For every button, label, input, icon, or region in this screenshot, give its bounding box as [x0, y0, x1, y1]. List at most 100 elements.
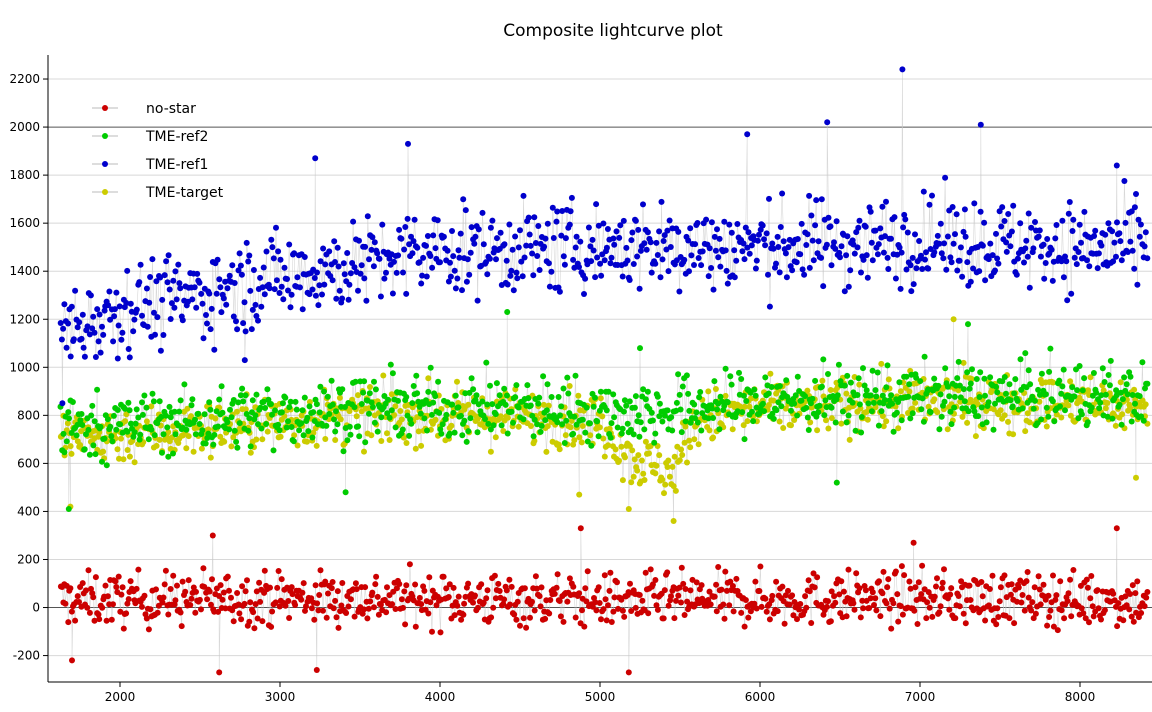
data-point	[414, 390, 421, 397]
data-point	[317, 258, 324, 265]
data-point	[804, 231, 811, 238]
data-point	[553, 584, 560, 591]
data-point	[496, 588, 503, 594]
data-point	[228, 414, 235, 421]
data-point	[793, 259, 800, 266]
data-point	[681, 612, 688, 618]
data-point	[258, 425, 265, 432]
data-point	[332, 428, 339, 435]
data-point	[83, 587, 89, 594]
data-point	[877, 225, 884, 232]
data-point	[286, 404, 293, 411]
data-point	[317, 567, 324, 574]
data-point	[722, 568, 729, 575]
data-point	[593, 201, 600, 208]
data-point	[807, 419, 814, 426]
data-point	[749, 408, 755, 415]
series-connector-line	[60, 319, 1148, 522]
data-point	[747, 395, 754, 402]
data-point	[170, 277, 177, 284]
data-point	[926, 604, 933, 611]
x-tick-label: 3000	[265, 690, 296, 704]
data-point	[369, 589, 376, 596]
data-point	[432, 245, 439, 252]
data-point	[286, 615, 293, 621]
data-point	[1121, 374, 1128, 381]
data-point	[527, 242, 534, 249]
data-point	[1059, 383, 1066, 390]
data-point	[1126, 606, 1133, 613]
data-point	[925, 265, 932, 272]
data-point	[67, 443, 74, 450]
data-point	[1109, 415, 1116, 422]
data-point	[345, 603, 352, 610]
data-point	[241, 357, 248, 364]
data-point	[529, 250, 536, 257]
data-point	[944, 383, 951, 390]
data-point	[890, 600, 897, 607]
data-point	[215, 608, 222, 615]
data-point	[183, 426, 190, 433]
data-point	[416, 594, 423, 601]
data-point	[794, 616, 800, 623]
data-point	[714, 226, 720, 233]
data-point	[185, 577, 192, 584]
data-point	[483, 359, 490, 366]
data-point	[315, 302, 322, 309]
data-point	[472, 396, 479, 403]
data-point	[269, 411, 275, 418]
data-point	[74, 421, 81, 428]
data-point	[509, 246, 516, 253]
data-point	[931, 249, 938, 256]
data-point	[362, 439, 369, 446]
data-point	[981, 375, 988, 382]
data-point	[937, 603, 944, 610]
data-point	[703, 216, 710, 223]
data-point	[1035, 386, 1042, 393]
data-point	[461, 417, 468, 424]
data-point	[77, 417, 84, 424]
data-point	[1116, 401, 1123, 408]
data-point	[247, 443, 254, 450]
data-point	[812, 222, 819, 229]
data-point	[976, 268, 983, 275]
data-point	[268, 401, 274, 407]
data-point	[545, 402, 552, 409]
data-point	[854, 392, 861, 398]
x-tick-label: 2000	[105, 690, 136, 704]
data-point	[742, 597, 749, 603]
data-point	[1127, 238, 1134, 245]
data-point	[724, 280, 731, 287]
data-point	[448, 422, 455, 429]
data-point	[151, 309, 157, 316]
data-point	[1026, 419, 1033, 426]
data-point	[196, 279, 203, 286]
data-point	[855, 375, 862, 382]
data-point	[941, 398, 948, 405]
data-point	[88, 412, 95, 419]
y-tick-label: 200	[17, 552, 40, 566]
data-point	[614, 424, 621, 431]
data-point	[231, 427, 238, 434]
data-point	[89, 325, 96, 332]
data-point	[610, 608, 617, 615]
data-point	[264, 386, 271, 393]
data-point	[63, 438, 70, 445]
data-point	[1056, 377, 1063, 384]
data-point	[1019, 592, 1026, 598]
data-point	[1127, 404, 1134, 411]
data-point	[712, 247, 719, 254]
data-point	[581, 291, 587, 297]
data-point	[1081, 375, 1088, 382]
data-point	[598, 272, 605, 279]
plot-area	[48, 55, 1152, 682]
data-point	[211, 431, 218, 438]
data-point	[392, 424, 399, 431]
data-point	[364, 213, 371, 220]
data-point	[229, 262, 236, 269]
data-point	[698, 262, 705, 269]
data-point	[718, 586, 725, 593]
data-point	[1084, 584, 1091, 591]
data-point	[1064, 297, 1071, 304]
data-point	[154, 314, 161, 321]
